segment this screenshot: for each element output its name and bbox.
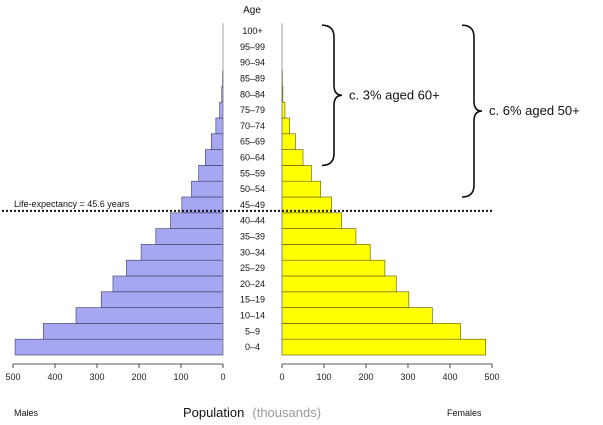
female-x-tick-label: 0 (279, 372, 284, 382)
age-labels: 0–4 5–9 10–14 15–19 20–24 25–29 30–34 35–39 40–4… (240, 26, 265, 352)
age-label: 40–44 (240, 216, 265, 226)
male-x-tick-label: 500 (5, 372, 20, 382)
male-bar (219, 101, 224, 119)
age-label: 70–74 (240, 121, 265, 131)
male-bar (210, 133, 224, 150)
annotation-label: c. 3% aged 60+ (349, 87, 440, 102)
age-label: 75–79 (240, 105, 265, 115)
male-bar (42, 323, 224, 340)
age-label: 10–14 (240, 311, 265, 321)
female-bar (281, 323, 461, 340)
female-bar (281, 291, 410, 308)
axes: 0 0 100 100 200 200 300 300 400 400 500 500 (5, 23, 500, 382)
female-bar (281, 275, 397, 293)
female-bar (281, 180, 321, 198)
x-axis-title: Population (thousands) (183, 404, 321, 421)
female-bar (281, 117, 290, 135)
annotation-brace (461, 24, 483, 198)
age-label: 15–19 (240, 295, 265, 305)
female-bar (281, 259, 386, 277)
females-label: Females (447, 408, 482, 418)
age-label: 80–84 (240, 89, 265, 99)
male-bar (112, 275, 224, 293)
female-bar (281, 244, 371, 261)
age-label: 0–4 (245, 342, 260, 352)
female-bar (281, 307, 433, 324)
males-label: Males (14, 408, 39, 418)
male-x-tick-label: 200 (131, 372, 146, 382)
male-bar (170, 212, 224, 229)
female-bar (281, 133, 296, 150)
male-bar (126, 259, 224, 277)
male-x-tick-label: 400 (47, 372, 62, 382)
age-axis-title: Age (243, 5, 261, 16)
age-label: 100+ (242, 26, 262, 36)
female-x-tick-label: 500 (484, 372, 499, 382)
male-bar (75, 307, 224, 324)
age-label: 5–9 (245, 326, 260, 336)
female-x-tick-label: 400 (442, 372, 457, 382)
age-label: 95–99 (240, 42, 265, 52)
x-axis-title-main: Population (183, 405, 244, 420)
females-bars (281, 70, 486, 356)
female-bar (281, 228, 357, 245)
male-x-tick-label: 100 (173, 372, 188, 382)
annotations: c. 3% aged 60+ c. 6% aged 50+ (2, 24, 580, 212)
age-label: 55–59 (240, 168, 265, 178)
female-x-tick-label: 200 (358, 372, 373, 382)
female-bar (281, 212, 342, 229)
female-bar (281, 101, 286, 119)
male-bar (140, 244, 224, 261)
male-bar (198, 165, 224, 182)
age-label: 45–49 (240, 200, 265, 210)
males-bars (14, 70, 224, 356)
age-label: 25–29 (240, 263, 265, 273)
male-x-tick-label: 300 (89, 372, 104, 382)
age-label: 65–69 (240, 137, 265, 147)
male-x-tick-label: 0 (220, 372, 225, 382)
life-expectancy-label: Life-expectancy = 45.6 years (14, 199, 130, 209)
x-axis-title-units: (thousands) (252, 405, 321, 420)
female-bar (281, 338, 486, 356)
age-label: 30–34 (240, 247, 265, 257)
male-bar (215, 117, 224, 135)
annotation-label: c. 6% aged 50+ (489, 103, 580, 118)
age-label: 35–39 (240, 232, 265, 242)
male-bar (100, 291, 224, 308)
age-label: 90–94 (240, 58, 265, 68)
female-x-tick-label: 300 (400, 372, 415, 382)
annotation-brace (321, 24, 343, 167)
age-label: 50–54 (240, 184, 265, 194)
female-bar (281, 149, 304, 166)
male-bar (205, 149, 224, 166)
male-bar (14, 338, 224, 356)
age-label: 85–89 (240, 74, 265, 84)
female-x-tick-label: 100 (316, 372, 331, 382)
male-bar (191, 180, 224, 198)
age-label: 20–24 (240, 279, 265, 289)
male-bar (155, 228, 224, 245)
age-label: 60–64 (240, 153, 265, 163)
female-bar (281, 165, 312, 182)
